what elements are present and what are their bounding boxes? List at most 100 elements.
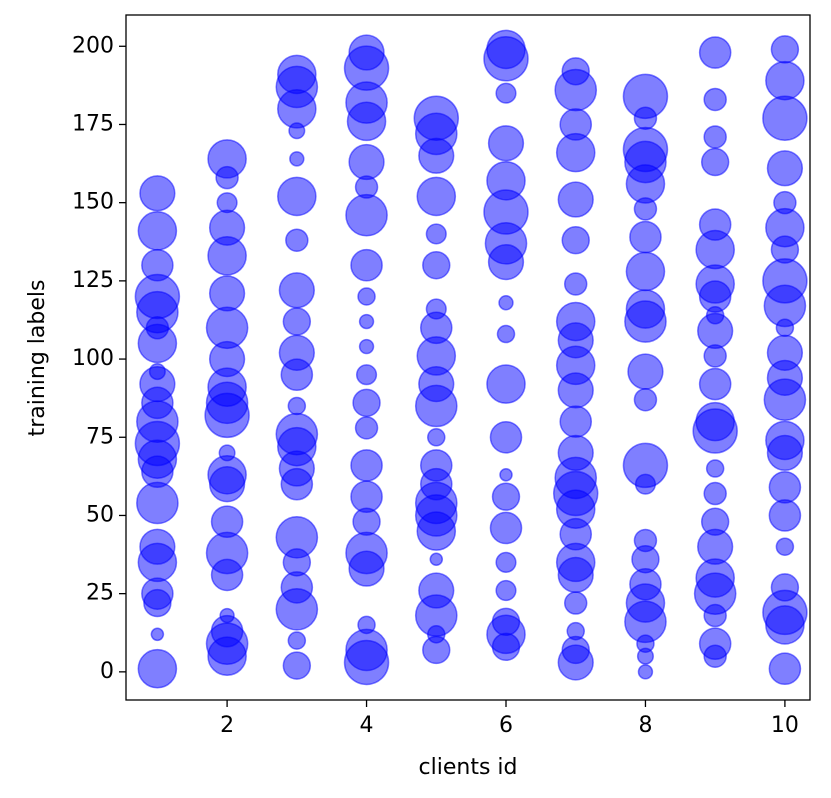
x-tick-label: 6 bbox=[499, 713, 513, 738]
bubble bbox=[486, 364, 526, 404]
bubble bbox=[563, 272, 588, 296]
bubble bbox=[495, 579, 517, 602]
bubble bbox=[625, 251, 666, 292]
bubble bbox=[358, 313, 375, 330]
plot-frame bbox=[125, 14, 811, 701]
bubble bbox=[766, 334, 804, 371]
bubble bbox=[427, 427, 446, 447]
bubble bbox=[703, 125, 727, 149]
bubble bbox=[768, 470, 802, 504]
bubble bbox=[698, 208, 732, 241]
bubble bbox=[495, 551, 517, 573]
bubble bbox=[637, 664, 654, 680]
bubble bbox=[633, 528, 658, 553]
bubble bbox=[345, 628, 388, 672]
bubble bbox=[622, 73, 669, 120]
y-tick-label: 100 bbox=[72, 346, 114, 371]
bubble bbox=[486, 160, 526, 201]
bubble bbox=[205, 306, 249, 350]
y-tick-label: 75 bbox=[86, 424, 114, 449]
bubble bbox=[629, 220, 662, 254]
bubble bbox=[633, 387, 658, 412]
bubble bbox=[495, 82, 517, 104]
bubble bbox=[422, 251, 451, 280]
bubble bbox=[775, 537, 795, 557]
bubble bbox=[491, 482, 521, 511]
bubble bbox=[148, 363, 166, 381]
bubble bbox=[275, 412, 319, 456]
bubble bbox=[136, 481, 179, 525]
bubble bbox=[566, 621, 585, 641]
y-tick-label: 125 bbox=[72, 268, 114, 293]
bubble bbox=[352, 388, 381, 418]
bubble bbox=[425, 298, 447, 320]
bubble bbox=[773, 190, 797, 215]
bubble bbox=[622, 126, 669, 173]
y-tick-label: 200 bbox=[72, 33, 114, 58]
bubble bbox=[355, 364, 378, 386]
bubble bbox=[139, 175, 176, 212]
bubble bbox=[698, 36, 732, 69]
bubble bbox=[768, 499, 802, 532]
bubble bbox=[282, 651, 312, 680]
bubble bbox=[695, 264, 735, 304]
bubble bbox=[218, 444, 236, 462]
bubble bbox=[496, 324, 516, 344]
bubble bbox=[561, 57, 590, 86]
bubble bbox=[277, 176, 317, 217]
bubble bbox=[425, 223, 447, 245]
bubble bbox=[770, 35, 800, 64]
bubble bbox=[354, 416, 379, 440]
bubble bbox=[559, 108, 593, 141]
bubble bbox=[358, 338, 375, 355]
x-tick-label: 2 bbox=[220, 713, 234, 738]
bubble bbox=[207, 139, 247, 179]
bubble bbox=[285, 228, 309, 252]
y-tick-label: 175 bbox=[72, 111, 114, 136]
bubble bbox=[703, 481, 727, 506]
bubble bbox=[627, 353, 664, 390]
bubble bbox=[219, 607, 235, 624]
bubble bbox=[345, 531, 388, 575]
bubble bbox=[357, 287, 376, 306]
bubble bbox=[418, 572, 455, 609]
bubble bbox=[499, 468, 513, 482]
bubble bbox=[287, 631, 307, 650]
bubble bbox=[416, 176, 457, 217]
bubble bbox=[205, 531, 249, 575]
bubble bbox=[705, 459, 725, 478]
bubble bbox=[561, 635, 590, 665]
x-tick-label: 10 bbox=[771, 713, 799, 738]
bubble bbox=[700, 507, 730, 536]
bubble bbox=[216, 192, 238, 214]
bubble bbox=[413, 95, 460, 141]
bubble bbox=[208, 275, 246, 312]
bubble bbox=[207, 454, 247, 495]
bubble bbox=[703, 87, 727, 112]
bubble bbox=[625, 289, 666, 329]
bubble bbox=[555, 301, 596, 342]
bubble bbox=[498, 295, 514, 311]
bubble bbox=[557, 434, 594, 472]
bubble bbox=[489, 420, 523, 454]
bubble bbox=[700, 147, 730, 177]
bubble bbox=[486, 29, 526, 70]
bubble bbox=[762, 95, 808, 141]
bubble bbox=[208, 209, 246, 246]
x-axis-label: clients id bbox=[419, 755, 518, 780]
bubble bbox=[561, 225, 590, 255]
bubble bbox=[487, 125, 525, 162]
bubble bbox=[768, 652, 802, 686]
bubble bbox=[762, 258, 808, 304]
bubble bbox=[350, 449, 383, 482]
bubble bbox=[489, 511, 523, 545]
bubble bbox=[357, 615, 376, 635]
bubble bbox=[350, 480, 383, 513]
y-tick-label: 25 bbox=[86, 581, 114, 606]
bubble bbox=[491, 607, 521, 637]
bubble bbox=[419, 449, 453, 482]
bubble bbox=[278, 272, 315, 309]
x-tick-label: 8 bbox=[638, 713, 652, 738]
y-tick-label: 150 bbox=[72, 190, 114, 215]
